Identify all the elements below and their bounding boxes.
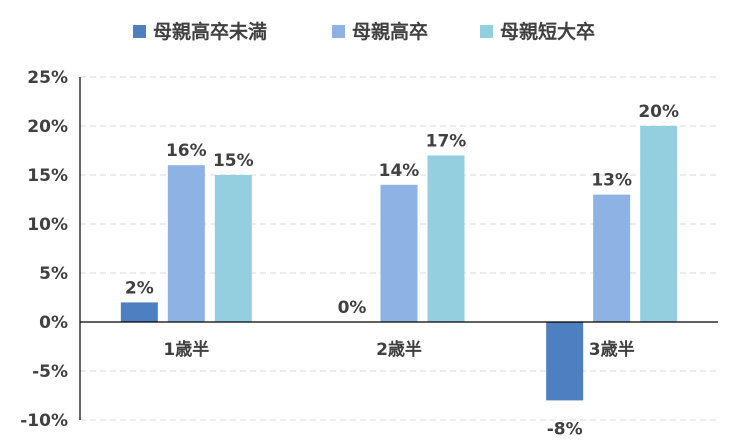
legend-label: 母親高卒未満: [153, 20, 267, 43]
x-tick-label: 3歳半: [589, 339, 635, 360]
data-label: 15%: [213, 151, 254, 171]
y-tick-label: -5%: [32, 362, 68, 382]
y-tick-label: 10%: [27, 215, 68, 235]
y-tick-label: 5%: [39, 264, 68, 284]
data-label: 17%: [426, 131, 467, 151]
data-label: 20%: [638, 102, 679, 122]
x-tick-label: 2歳半: [376, 339, 422, 360]
data-label: 16%: [166, 141, 207, 161]
bar: [120, 302, 158, 322]
y-tick-label: 0%: [39, 313, 68, 333]
bar: [427, 155, 465, 322]
data-label: -8%: [547, 419, 583, 439]
x-tick-label: 1歳半: [163, 339, 209, 360]
data-label: 13%: [591, 171, 632, 191]
legend-swatch: [480, 25, 493, 38]
bar: [640, 126, 678, 322]
y-tick-label: 25%: [27, 68, 68, 88]
legend-swatch: [133, 25, 146, 38]
data-label: 2%: [125, 278, 154, 298]
bars: [120, 126, 678, 401]
legend-swatch: [332, 25, 345, 38]
bar: [214, 175, 252, 322]
legend-label: 母親高卒: [352, 20, 428, 43]
axes: -10% -5% 0% 5% 10% 15% 20% 25% 1歳半 2歳半 3歳半: [20, 68, 718, 431]
data-label: 0%: [338, 298, 367, 318]
y-tick-label: -10%: [20, 411, 68, 431]
y-tick-label: 15%: [27, 166, 68, 186]
bar: [380, 184, 418, 322]
data-label: 14%: [379, 161, 420, 181]
bar: [593, 194, 631, 322]
legend-label: 母親短大卒: [500, 20, 595, 43]
y-tick-label: 20%: [27, 117, 68, 137]
data-labels: 2% 16% 15% 0% 14% 17% -8% 13% 20%: [125, 102, 679, 439]
bar: [167, 165, 205, 322]
bar: [546, 322, 584, 401]
legend: 母親高卒未満 母親高卒 母親短大卒: [133, 20, 595, 43]
